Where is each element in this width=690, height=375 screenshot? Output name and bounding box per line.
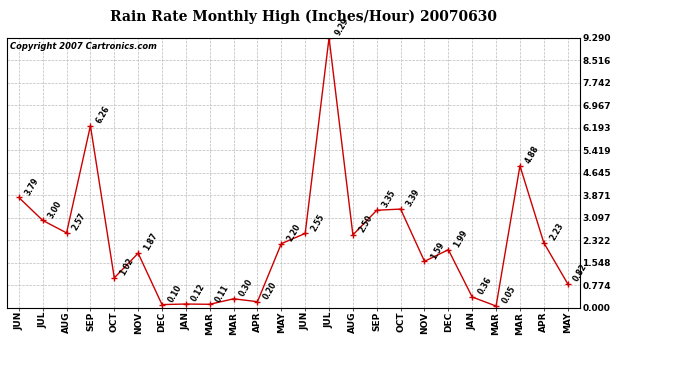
Text: 0.30: 0.30 (238, 278, 255, 298)
Text: 0.36: 0.36 (476, 276, 493, 296)
Text: Copyright 2007 Cartronics.com: Copyright 2007 Cartronics.com (10, 42, 157, 51)
Text: 6.26: 6.26 (95, 104, 112, 125)
Text: 4.88: 4.88 (524, 144, 542, 165)
Text: 3.39: 3.39 (405, 188, 422, 208)
Text: 2.55: 2.55 (309, 212, 326, 233)
Text: 0.05: 0.05 (500, 285, 518, 305)
Text: Rain Rate Monthly High (Inches/Hour) 20070630: Rain Rate Monthly High (Inches/Hour) 200… (110, 9, 497, 24)
Text: 0.12: 0.12 (190, 283, 207, 303)
Text: 0.11: 0.11 (214, 283, 231, 303)
Text: 1.02: 1.02 (119, 256, 135, 277)
Text: 2.57: 2.57 (70, 211, 88, 232)
Text: 1.99: 1.99 (453, 228, 470, 249)
Text: 1.59: 1.59 (428, 240, 446, 261)
Text: 2.23: 2.23 (548, 221, 565, 242)
Text: 9.29: 9.29 (333, 16, 351, 37)
Text: 2.20: 2.20 (286, 222, 303, 243)
Text: 0.10: 0.10 (166, 283, 184, 304)
Text: 0.82: 0.82 (572, 262, 589, 283)
Text: 3.00: 3.00 (47, 199, 64, 220)
Text: 2.50: 2.50 (357, 214, 374, 234)
Text: 0.20: 0.20 (262, 280, 279, 301)
Text: 1.87: 1.87 (142, 232, 159, 252)
Text: 3.79: 3.79 (23, 176, 40, 197)
Text: 3.35: 3.35 (381, 189, 398, 210)
